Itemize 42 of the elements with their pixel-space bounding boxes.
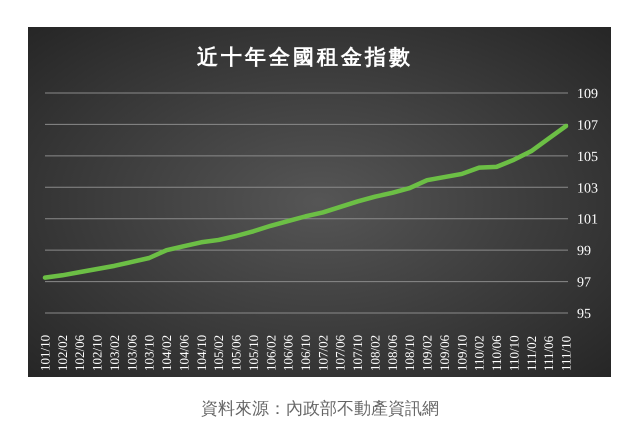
x-tick-label: 108/10 bbox=[402, 334, 418, 371]
x-tick-label: 103/02 bbox=[106, 334, 122, 371]
y-tick-label: 95 bbox=[577, 307, 591, 322]
y-tick-label: 107 bbox=[577, 118, 598, 134]
x-tick-label: 109/02 bbox=[420, 334, 435, 371]
x-tick-label: 103/10 bbox=[142, 334, 157, 371]
y-tick-label: 97 bbox=[577, 276, 591, 291]
x-tick-label: 108/06 bbox=[384, 334, 400, 371]
x-tick-label: 104/06 bbox=[176, 334, 192, 371]
x-tick-label: 111/10 bbox=[558, 336, 574, 371]
x-tick-label: 108/02 bbox=[367, 334, 382, 371]
x-tick-label: 107/10 bbox=[350, 334, 366, 371]
y-tick-label: 103 bbox=[577, 181, 598, 196]
chart-title: 近十年全國租金指數 bbox=[196, 45, 413, 69]
y-tick-label: 99 bbox=[577, 244, 591, 260]
x-tick-label: 105/02 bbox=[211, 334, 226, 371]
x-tick-label: 110/06 bbox=[489, 334, 504, 371]
x-tick-label: 107/06 bbox=[332, 334, 348, 371]
x-tick-label: 106/02 bbox=[263, 334, 278, 371]
y-tick-label: 109 bbox=[577, 87, 598, 102]
x-tick-label: 104/02 bbox=[159, 334, 174, 371]
x-tick-label: 109/06 bbox=[436, 334, 452, 371]
x-tick-label: 110/10 bbox=[506, 335, 522, 371]
x-tick-label: 102/02 bbox=[54, 334, 70, 371]
source-note: 資料來源：內政部不動產資訊網 bbox=[201, 399, 439, 418]
x-tick-label: 105/10 bbox=[246, 334, 261, 371]
x-tick-label: 106/06 bbox=[280, 334, 296, 371]
x-tick-label: 109/10 bbox=[454, 334, 470, 371]
x-tick-label: 106/10 bbox=[298, 334, 313, 371]
x-tick-label: 107/02 bbox=[315, 334, 330, 371]
x-tick-label: 111/06 bbox=[541, 335, 556, 371]
x-tick-label: 103/06 bbox=[124, 334, 140, 371]
y-tick-label: 101 bbox=[577, 212, 598, 228]
y-tick-label: 105 bbox=[577, 150, 598, 165]
x-tick-label: 104/10 bbox=[194, 334, 209, 371]
x-tick-label: 110/02 bbox=[472, 335, 487, 371]
line-series bbox=[42, 124, 568, 280]
x-tick-label: 111/02 bbox=[524, 336, 539, 371]
x-tick-label: 101/10 bbox=[38, 334, 52, 371]
x-tick-label: 102/06 bbox=[72, 334, 88, 371]
x-tick-label: 105/06 bbox=[228, 334, 244, 371]
x-tick-label: 102/10 bbox=[90, 334, 105, 371]
